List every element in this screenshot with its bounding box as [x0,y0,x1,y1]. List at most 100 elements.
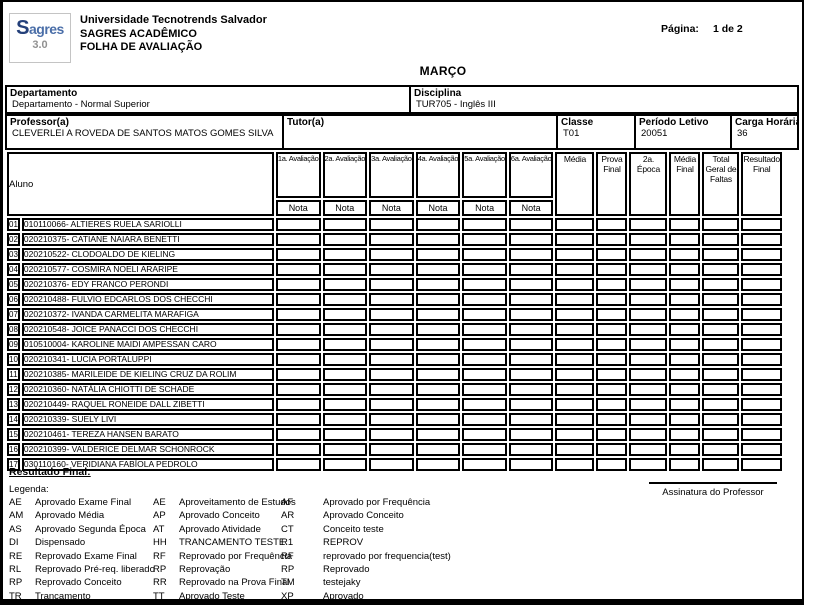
segunda-epoca-cell [629,413,668,426]
grade-cell [275,428,321,441]
legend-label: Aprovado Média [35,510,105,522]
carga-horaria-value: 36 [737,128,748,139]
legend-label: Aprovado Teste [179,590,245,602]
nota-subheader: Nota [415,200,461,216]
media-final-column-header: Média Final [669,152,701,216]
total-faltas-cell [702,383,740,396]
total-faltas-cell [702,368,740,381]
segunda-epoca-cell [629,458,668,471]
grade-cell [508,353,554,366]
student-number: 17 [7,458,20,471]
student-row: 14 020210339- SUELY LIVI [7,413,782,426]
segunda-epoca-cell [629,233,668,246]
student-row: 12 020210360- NATÁLIA CHIOTTI DE SCHADE [7,383,782,396]
disciplina-value: TUR705 - Inglês III [416,99,496,110]
legend-row: AS Aprovado Segunda Época [9,524,155,537]
media-final-cell [669,293,701,306]
grade-cell [275,398,321,411]
segunda-epoca-cell [629,293,668,306]
segunda-epoca-cell [629,308,668,321]
legend-row: RF Reprovado por Frequência [153,551,296,564]
resultado-final-cell [741,413,782,426]
legend-label: Reprovado por Frequência [179,550,293,562]
carga-horaria-cell: Carga Horária 36 [732,116,797,148]
avaliacao-3-header: 3a. Avaliação [369,152,414,198]
media-column-header: Média [555,152,595,216]
grade-cell [275,293,321,306]
legend-column-2: AE Aproveitamento de Estudos AP Aprovado… [153,497,296,604]
student-name: 020210488- FULVIO EDCARLOS DOS CHECCHI [21,293,274,306]
total-faltas-column-header: Total Geral de Faltas [702,152,740,216]
legend-row: AT Aprovado Atividade [153,524,296,537]
avaliacao-5-header: 5a. Avaliação [462,152,507,198]
aluno-column-header: Aluno [7,152,274,216]
departamento-disciplina-box: Departamento Departamento - Normal Super… [5,85,799,114]
grade-cell [508,443,554,456]
prova-final-cell [596,443,628,456]
legend-row: TM testejaky [281,577,451,590]
grade-cell [462,383,507,396]
student-number: 02 [7,233,20,246]
professor-info-box: Professor(a) CLEVERLEI A ROVEDA DE SANTO… [5,114,799,150]
grade-cell [508,368,554,381]
resultado-final-cell [741,368,782,381]
prova-final-cell [596,233,628,246]
grade-cell [462,293,507,306]
total-faltas-cell [702,218,740,231]
grade-cell [369,323,414,336]
student-row: 15 020210461- TEREZA HANSEN BARATO [7,428,782,441]
legend-label: Aprovado Conceito [179,510,260,522]
legend-label: Aproveitamento de Estudos [179,497,296,508]
grade-cell [415,263,461,276]
grade-cell [508,233,554,246]
student-name: 020210548- JOICE PANACCI DOS CHECCHI [21,323,274,336]
media-final-cell [669,308,701,321]
grade-cell [508,338,554,351]
student-row: 07 020210372- IVANDA CARMELITA MARAFIGA [7,308,782,321]
legend-row: AE Aprovado Exame Final [9,497,155,510]
grade-cell [508,383,554,396]
grade-cell [415,458,461,471]
month-title: MARÇO [419,64,467,78]
legend-row: AE Aproveitamento de Estudos [153,497,296,510]
total-faltas-cell [702,428,740,441]
total-faltas-cell [702,323,740,336]
periodo-letivo-value: 20051 [641,128,668,139]
total-faltas-cell [702,413,740,426]
legend-row: RP Reprovação [153,564,296,577]
grade-cell [462,218,507,231]
grade-cell [322,428,368,441]
carga-horaria-label: Carga Horária [735,117,797,128]
student-row: 03 020210522- CLODOALDO DE KIELING [7,248,782,261]
grade-cell [462,458,507,471]
legend-code: AS [9,523,22,535]
prova-final-cell [596,278,628,291]
avaliacao-6-header: 6a. Avaliação [508,152,554,198]
legend-column-1: AE Aprovado Exame Final AM Aprovado Médi… [9,497,155,604]
avaliacao-2-header: 2a. Avaliação [322,152,368,198]
resultado-final-column-header: Resultado Final [741,152,782,216]
grade-cell [322,308,368,321]
grade-cell [322,338,368,351]
classe-label: Classe [561,117,594,128]
legend-row: AM Aprovado Média [9,510,155,523]
prova-final-cell [596,323,628,336]
grade-cell [322,293,368,306]
nota-subheader: Nota [369,200,414,216]
prova-final-cell [596,428,628,441]
grade-cell [415,353,461,366]
grade-cell [369,338,414,351]
media-final-cell [669,233,701,246]
total-faltas-cell [702,233,740,246]
media-final-cell [669,458,701,471]
resultado-final-label: Resultado Final: [9,466,91,478]
grade-cell [369,263,414,276]
media-final-cell [669,263,701,276]
prova-final-cell [596,218,628,231]
legend-label: Conceito teste [323,523,384,535]
tutor-label: Tutor(a) [287,117,325,128]
grade-cell [322,398,368,411]
media-final-cell [669,353,701,366]
page-number-label: Página: [661,23,699,35]
grade-cell [508,308,554,321]
